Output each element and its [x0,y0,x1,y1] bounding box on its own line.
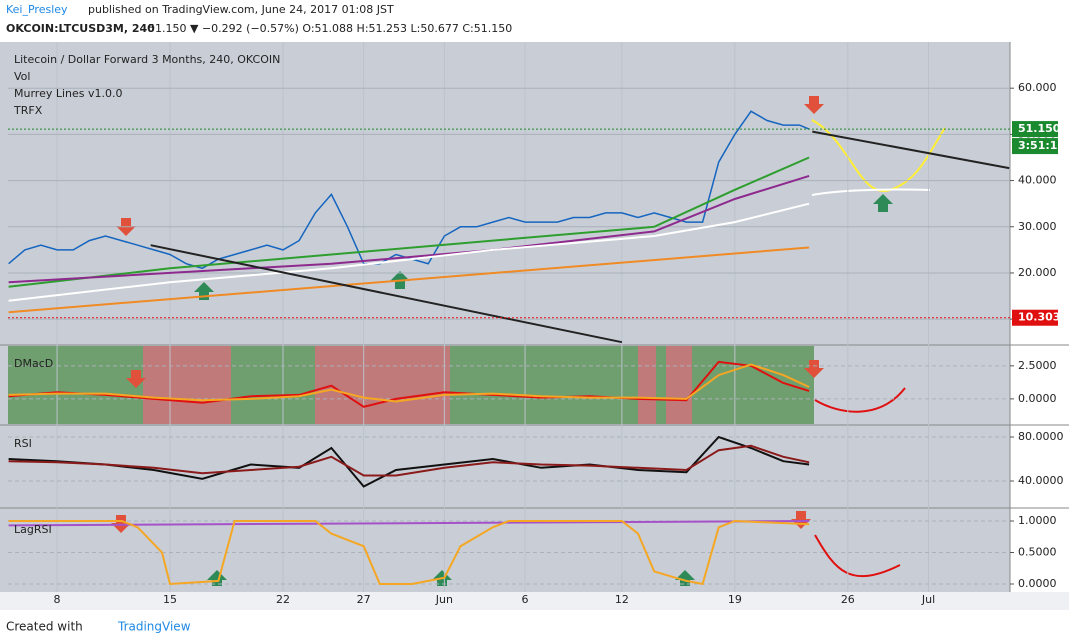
pane-title: LagRSI [14,523,52,536]
price-tag [1012,121,1058,138]
y-tick-label: 1.0000 [1018,514,1057,527]
plot-bg [0,42,1010,592]
y-tick-label: 0.5000 [1018,546,1057,559]
x-tick-label: 12 [615,593,629,606]
y-tick-label: 0.0000 [1018,577,1057,590]
y-tick-label: 40.0000 [1018,474,1064,487]
series-line [812,130,1010,170]
x-tick-label: 26 [841,593,855,606]
annotation-curve [814,387,906,413]
x-tick-label: 6 [522,593,529,606]
footer-text: Created with [6,620,83,634]
series-line [8,520,810,527]
series-line [8,435,810,488]
series-line [8,444,810,477]
symbol: OKCOIN:LTCUSD3M, 240 [6,22,155,35]
y-tick-label: 40.000 [1018,174,1057,187]
y-tick-label: 20.000 [1018,266,1057,279]
footer-brand[interactable]: TradingView [117,620,191,634]
series-line [8,202,810,302]
annotation-curve [811,188,931,196]
price-tag-label: 51.150 [1018,122,1061,135]
pane-title: RSI [14,437,32,450]
countdown-bg [1012,138,1058,155]
annotation-curve [814,534,901,578]
time-axis-bg [0,592,1069,610]
x-tick-label: 27 [357,593,371,606]
price-tag [1012,309,1058,326]
series-line [150,244,623,344]
x-tick-label: 8 [54,593,61,606]
author[interactable]: Kei_Presley [6,3,68,16]
x-tick-label: 15 [163,593,177,606]
series-line [8,519,810,586]
pane-title: DMacD [14,357,53,370]
pane-title: Litecoin / Dollar Forward 3 Months, 240,… [14,53,280,66]
quote: 51.150 ▼ −0.292 (−0.57%) O:51.088 H:51.2… [148,22,512,35]
y-tick-label: 0.0000 [1018,392,1057,405]
x-tick-label: Jun [435,593,453,606]
y-tick-label: 2.5000 [1018,359,1057,372]
dmacd-red-bands [143,346,692,424]
x-tick-label: 19 [728,593,742,606]
series-line [8,246,810,314]
series-line [8,363,810,403]
pane-label: TRFX [13,104,43,117]
price-tag-label: 10.303 [1018,311,1060,324]
pane-label: Murrey Lines v1.0.0 [14,87,123,100]
series-line [8,156,810,288]
series-line [8,360,810,408]
y-tick-label: 30.000 [1018,220,1057,233]
pane-label: Vol [14,70,30,83]
y-tick-label: 60.000 [1018,81,1057,94]
countdown: 3:51:16 [1018,139,1065,152]
y-tick-label: 80.0000 [1018,430,1064,443]
published: published on TradingView.com, June 24, 2… [88,3,394,16]
x-tick-label: 22 [276,593,290,606]
x-tick-label: Jul [921,593,935,606]
